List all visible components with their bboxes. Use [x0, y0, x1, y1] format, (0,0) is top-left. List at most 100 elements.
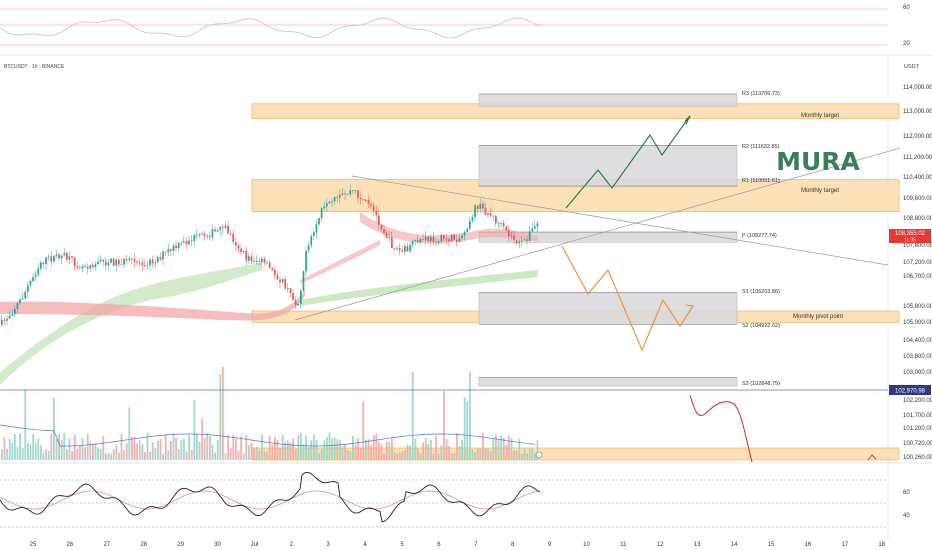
volume-bar: [216, 439, 219, 460]
candle-body: [99, 259, 102, 262]
volume-bar: [183, 438, 185, 460]
volume-bar: [63, 432, 66, 460]
pivot-label-p: P (108277.74): [742, 233, 777, 239]
volume-bar: [37, 438, 40, 460]
volume-bar: [294, 449, 297, 460]
volume-bar: [450, 453, 453, 460]
volume-bar: [1, 449, 3, 460]
candle-body: [489, 213, 492, 216]
candle-body: [281, 279, 284, 283]
volume-ma-line: [0, 424, 535, 447]
candle-body: [414, 240, 417, 241]
volume-bar: [203, 437, 206, 460]
volume-bar: [328, 432, 331, 460]
candle-body: [318, 218, 320, 225]
volume-bar: [497, 439, 500, 460]
candle-body: [164, 251, 167, 253]
volume-bar: [248, 445, 250, 460]
candle-body: [120, 264, 123, 265]
volume-bar: [502, 437, 505, 460]
volume-bar: [112, 449, 115, 460]
candle-body: [201, 233, 203, 235]
volume-bar: [310, 440, 313, 460]
candle-body: [235, 242, 237, 246]
volume-bar: [417, 448, 419, 460]
volume-bar: [229, 448, 232, 460]
candle-body: [521, 240, 523, 242]
candle-body: [60, 255, 63, 259]
candle-body: [253, 261, 255, 263]
volume-bar: [232, 434, 235, 460]
volume-bar: [300, 433, 302, 460]
time-tick: 26: [67, 542, 74, 548]
volume-bar: [375, 433, 378, 460]
candle-body: [3, 319, 6, 321]
candle-body: [177, 242, 180, 249]
candle-body: [133, 258, 136, 262]
volume-bar: [346, 449, 349, 460]
volume-bar: [380, 444, 383, 460]
price-tick: 113,000.00: [903, 109, 932, 115]
volume-layer: [0, 366, 539, 460]
candle-body: [510, 235, 513, 237]
volume-bar: [409, 445, 411, 460]
candle-body: [393, 248, 396, 249]
time-tick: 2: [290, 542, 294, 548]
candle-body: [224, 225, 227, 228]
volume-bar: [209, 436, 211, 460]
volume-bar: [11, 442, 14, 460]
candle-body: [424, 236, 427, 240]
volume-bar: [515, 450, 518, 460]
price-tick: 107,800.00: [903, 243, 932, 249]
bullish-projection-path: [565, 115, 691, 209]
time-tick: 25: [30, 542, 37, 548]
volume-bar: [193, 399, 196, 460]
candle-body: [102, 259, 105, 262]
volume-bar: [146, 432, 149, 460]
time-tick: 16: [805, 542, 812, 548]
volume-bar: [320, 449, 323, 460]
candle-body: [320, 208, 323, 219]
volume-bar: [8, 438, 11, 460]
ma-ribbon-red: [300, 240, 380, 284]
red-projection-arrow: [867, 454, 877, 461]
volume-bar: [154, 448, 157, 460]
volume-bar: [198, 441, 201, 460]
volume-bar: [271, 444, 274, 460]
candle-body: [458, 238, 461, 242]
candle-body: [471, 217, 474, 221]
volume-bar: [476, 448, 479, 460]
candle-body: [86, 266, 89, 269]
volume-bar: [344, 444, 346, 460]
watermark-logo: MURA: [776, 147, 860, 176]
candle-body: [240, 248, 242, 253]
candle-body: [474, 205, 476, 218]
volume-bar: [102, 435, 105, 460]
time-tick: 10: [583, 542, 590, 548]
price-tick: 102,200.00: [903, 398, 932, 404]
pivot-labels-layer: R3 (113706.73) R2 (111632.85) R1 (110051…: [742, 91, 780, 387]
volume-bar: [352, 435, 354, 460]
price-axis: 114,000.00 113,000.00 112,000.00 111,200.00…: [903, 85, 932, 461]
candle-body: [107, 262, 110, 266]
volume-bar: [404, 449, 406, 460]
time-tick: 3: [327, 542, 331, 548]
symbol-label: BTCUSDT · 1h · BINANCE: [4, 64, 65, 70]
price-tick: 114,000.00: [903, 85, 932, 91]
volume-bar: [81, 437, 84, 460]
volume-bar: [144, 452, 146, 460]
time-tick: 29: [177, 542, 184, 548]
volume-bar: [333, 437, 336, 460]
candle-body: [118, 259, 120, 265]
candle-body: [40, 262, 42, 269]
candle-body: [513, 235, 515, 241]
candle-body: [448, 239, 450, 242]
price-tick: 103,800.00: [903, 354, 932, 360]
volume-bar: [255, 447, 258, 460]
volume-bar: [419, 453, 422, 460]
price-tick: 105,800.00: [903, 304, 932, 310]
candle-body: [214, 229, 216, 232]
volume-bar: [398, 452, 401, 460]
volume-bar: [240, 436, 242, 460]
